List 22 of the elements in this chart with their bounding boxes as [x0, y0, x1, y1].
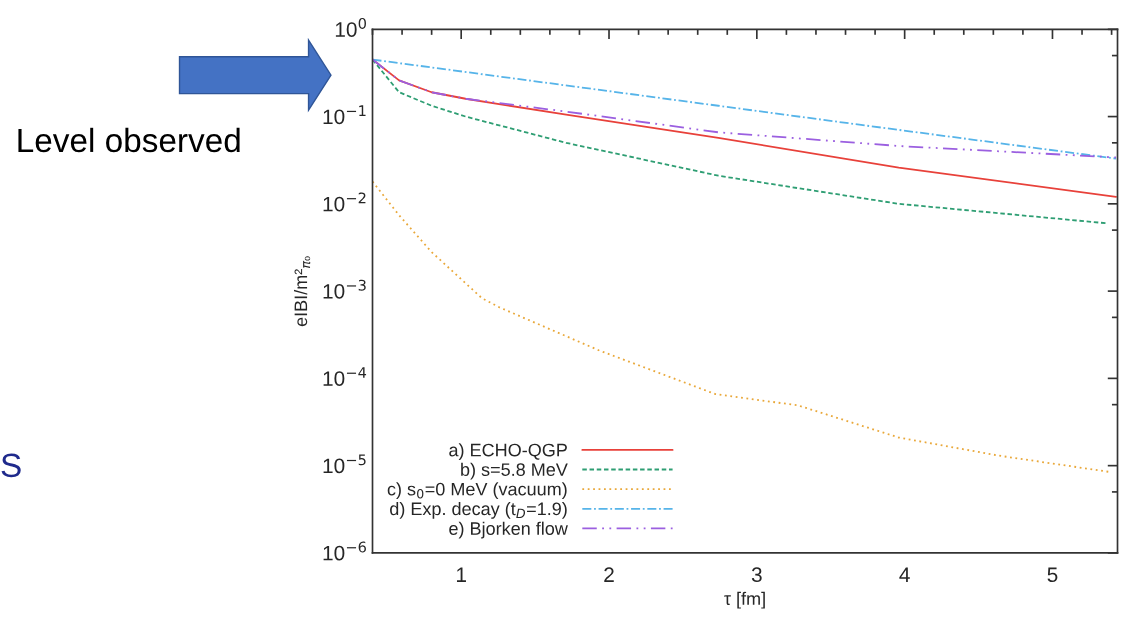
y-tick-label: 10$^{−5}$ — [323, 454, 366, 474]
legend-label: e) Bjorken flow — [449, 521, 568, 539]
line-series — [372, 58, 1107, 225]
legend-label: d) Exp. decay (t$_{D}$=1.9) — [390, 501, 567, 519]
y-tick-label: 10$^{−2}$ — [323, 192, 366, 212]
y-tick-label: 10$^{−1}$ — [323, 105, 366, 125]
x-tick-label: 5 — [1047, 567, 1058, 583]
y-tick-label: 10$^{−3}$ — [323, 279, 366, 299]
y-tick-label: 10$^{−6}$ — [323, 541, 366, 561]
text: S — [1, 453, 21, 478]
x-tick-label: 4 — [899, 567, 910, 582]
x-tick-label: 3 — [751, 567, 762, 583]
x-axis-title: τ [fm] — [724, 591, 765, 609]
text: Level observed — [18, 127, 240, 153]
x-tick-label: 1 — [456, 567, 466, 582]
y-tick-label: 10$^{−4}$ — [323, 367, 367, 386]
x-tick-label: 2 — [604, 567, 614, 582]
y-tick-label: 10$^{0}$ — [335, 17, 366, 37]
legend-label: c) s$_{0}$=0 MeV (vacuum) — [387, 482, 567, 500]
legend-label: a) ECHO-QGP — [449, 443, 567, 461]
y-axis-title: eIBI/m²$_{π₀}$ — [293, 256, 311, 327]
legend-label: b) s=5.8 MeV — [461, 462, 568, 480]
